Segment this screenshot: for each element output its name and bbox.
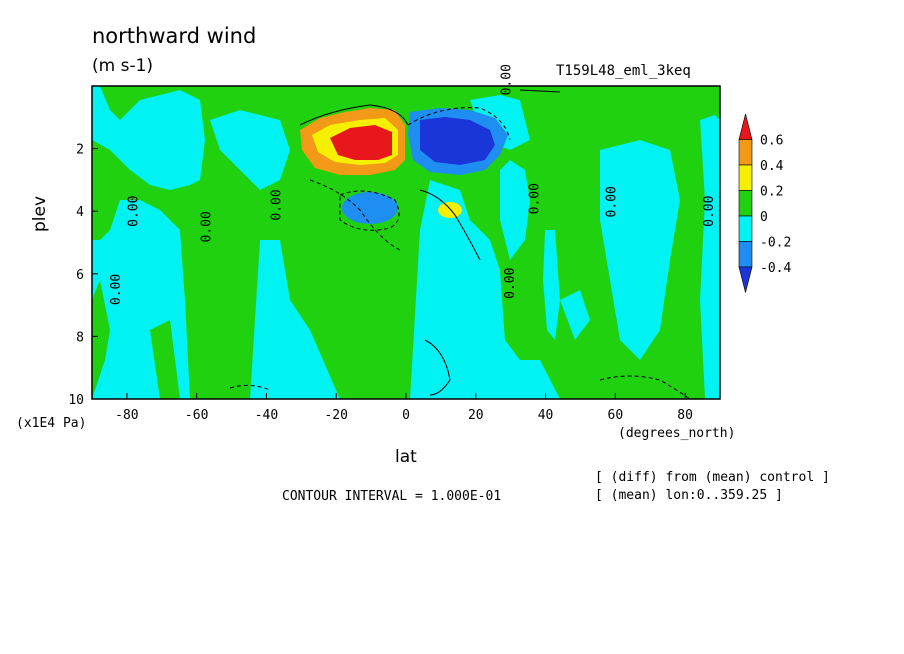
y-tick-label: 2 [76,143,84,158]
x-axis: -80 -60 -40 -20 0 20 40 60 80 [115,393,693,423]
contour-label: 0.00 [126,196,141,227]
colorbar-segment [738,113,753,140]
chart-units: (m s-1) [92,56,154,76]
colorbar-label: 0 [760,210,768,225]
contour-label: 0.00 [528,183,543,214]
x-tick-label: 40 [538,408,554,423]
y-tick-label: 10 [68,393,84,408]
colorbar-segment [738,190,753,217]
note-mean: [ (mean) lon:0..359.25 ] [595,488,783,503]
x-tick-label: 20 [468,408,484,423]
y-tick-label: 8 [76,330,84,345]
colorbar-label: 0.4 [760,159,784,174]
run-label: T159L48_eml_3keq [556,63,691,79]
contour-label: 0.00 [200,211,215,242]
colorbar-segment [738,139,753,166]
contour-label: 0.00 [702,196,717,227]
lower-positive-anomaly [438,202,462,218]
x-axis-units: (degrees_north) [618,426,736,441]
contour-label: 0.00 [503,268,518,299]
contour-interval: CONTOUR INTERVAL = 1.000E-01 [282,489,502,504]
contour-label: 0.00 [109,274,124,305]
x-tick-label: 60 [608,408,624,423]
x-tick-label: -80 [115,408,138,423]
colorbar-segment [738,266,753,293]
y-axis-units: (x1E4 Pa) [16,416,87,431]
colorbar-label: 0.2 [760,185,783,200]
x-axis-label: lat [395,447,417,467]
colorbar-segment [738,241,753,268]
contour-label: 0.00 [269,189,284,220]
colorbar: 0.6 0.4 0.2 0 -0.2 -0.4 [738,113,791,293]
x-tick-label: -20 [324,408,347,423]
colorbar-segment [738,164,753,191]
y-axis: 2 4 6 8 10 [68,143,98,408]
colorbar-label: -0.2 [760,236,791,251]
x-tick-label: 0 [402,408,410,423]
x-tick-label: -60 [185,408,208,423]
positive-anomaly-core [330,125,392,160]
x-tick-label: -40 [255,408,278,423]
negative-anomaly-core [420,117,495,165]
colorbar-label: -0.4 [760,261,791,276]
y-axis-label: plev [30,195,50,232]
y-tick-label: 6 [76,268,84,283]
negative-regions [92,86,720,399]
colorbar-segment [738,215,753,242]
y-tick-label: 4 [76,205,84,220]
lower-negative-anomaly [342,192,398,224]
colorbar-label: 0.6 [760,134,783,149]
chart-title: northward wind [92,24,257,48]
contour-label: 0.00 [500,64,515,95]
contour-label: 0.00 [604,186,619,217]
note-diff: [ (diff) from (mean) control ] [595,470,830,485]
plot-area [92,86,720,399]
x-tick-label: 80 [677,408,693,423]
